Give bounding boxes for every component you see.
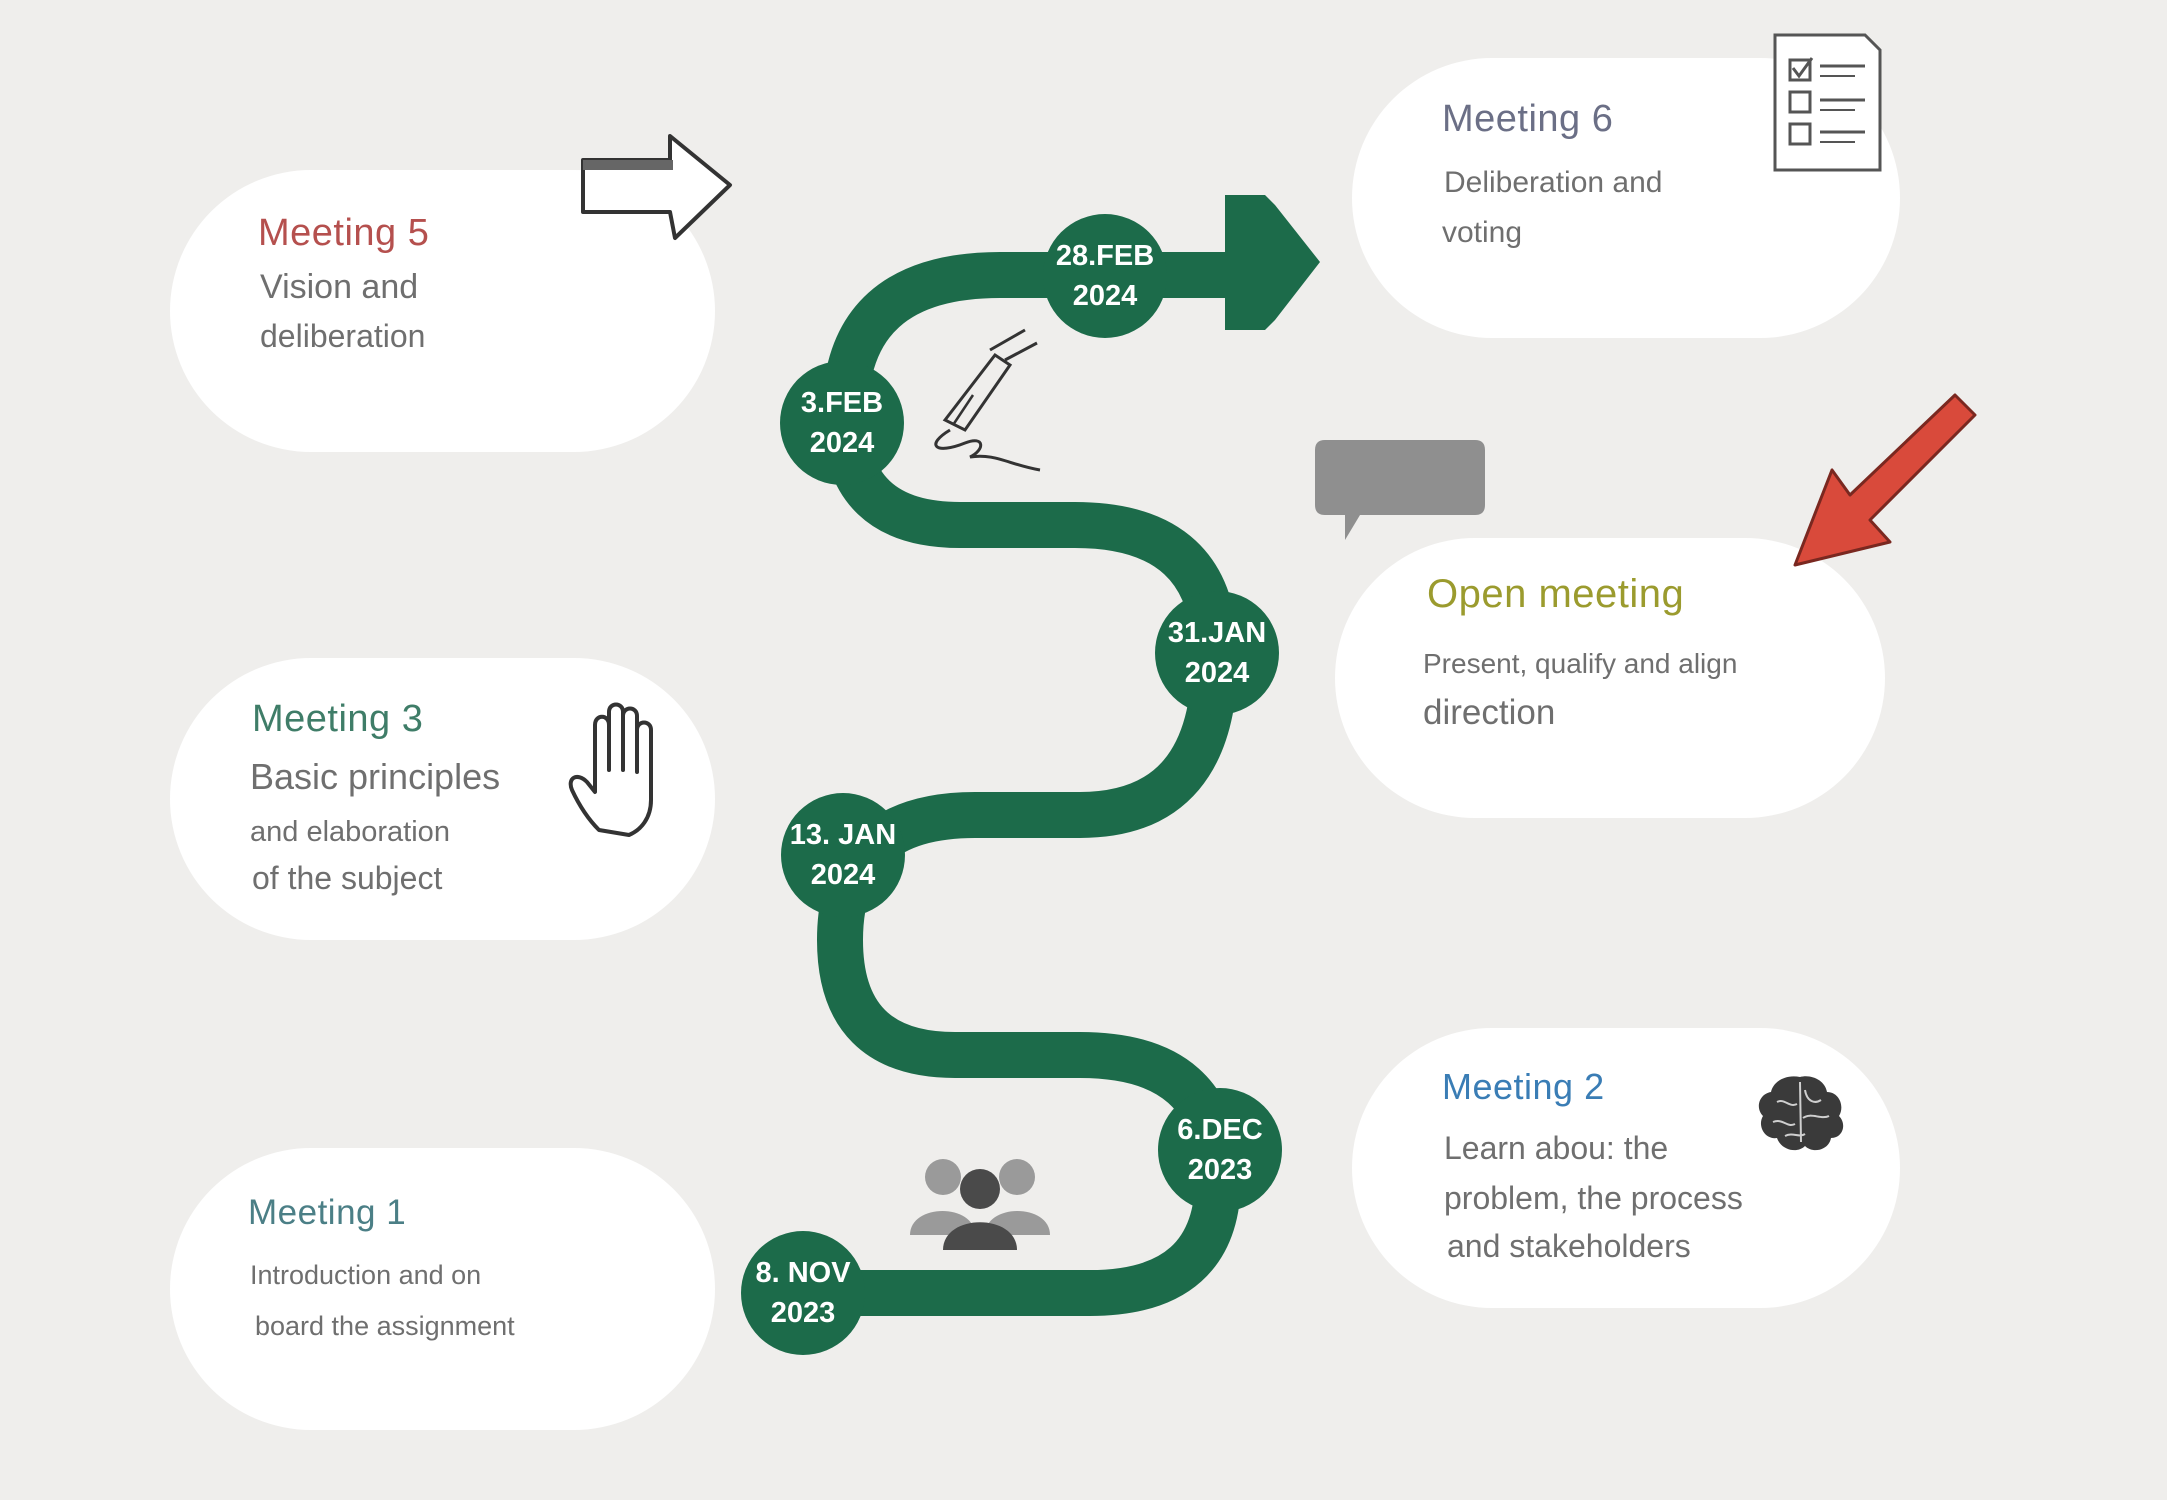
hand-icon — [568, 702, 653, 837]
open-meeting-card: Open meeting Present, qualify and align … — [1335, 538, 1885, 818]
meeting5-line: Vision and — [260, 268, 419, 306]
milestone-label: 28.FEB 2024 — [1055, 240, 1155, 312]
meeting1-line: Introduction and on — [250, 1260, 482, 1290]
meeting2-card: Meeting 2 Learn abou: the problem, the p… — [1352, 1028, 1900, 1308]
milestone-circle — [781, 793, 905, 917]
meeting3-title: Meeting 3 — [252, 698, 424, 740]
milestone-circle — [741, 1231, 865, 1355]
brain-icon — [1758, 1076, 1844, 1151]
meeting3-line: Basic principles — [250, 756, 501, 797]
milestone-label: 6.DEC 2023 — [1177, 1114, 1263, 1186]
open-meeting-title: Open meeting — [1427, 572, 1685, 616]
meeting3-line: of the subject — [252, 860, 443, 896]
meeting3-line: and elaboration — [250, 816, 450, 848]
milestone-label: 31.JAN 2024 — [1167, 617, 1267, 689]
milestone-circle — [1155, 591, 1279, 715]
milestone-label: 8. NOV 2023 — [755, 1257, 851, 1329]
meeting2-line: Learn abou: the — [1444, 1130, 1669, 1166]
arrow-outline-icon — [581, 134, 732, 240]
meeting2-title: Meeting 2 — [1442, 1066, 1605, 1107]
milestone-label: 3.FEB 2024 — [800, 387, 884, 459]
meeting6-line: Deliberation and — [1444, 166, 1663, 199]
people-group-icon — [910, 1159, 1050, 1250]
milestone-circle — [780, 361, 904, 485]
meeting6-title: Meeting 6 — [1442, 98, 1614, 140]
meeting5-title: Meeting 5 — [258, 212, 430, 254]
red-pointer-arrow — [1793, 393, 1977, 567]
milestone-label: 13. JAN 2024 — [789, 819, 897, 891]
meeting1-title: Meeting 1 — [248, 1193, 407, 1232]
milestone-circle — [1158, 1088, 1282, 1212]
checklist-icon — [1773, 33, 1882, 172]
meeting6-line: voting — [1442, 216, 1523, 249]
meeting2-line: problem, the process — [1444, 1180, 1743, 1216]
meeting5-line: deliberation — [260, 318, 426, 354]
open-meeting-line: direction — [1423, 693, 1556, 732]
timeline-end-arrowhead — [1225, 175, 1320, 350]
speech-bubble-icon — [1315, 440, 1485, 540]
meeting2-line: and stakeholders — [1447, 1228, 1691, 1264]
meeting1-line: board the assignment — [255, 1311, 515, 1341]
fountain-pen-icon — [934, 328, 1041, 472]
meeting5-card: Meeting 5 Vision and deliberation — [170, 170, 715, 452]
meeting1-card: Meeting 1 Introduction and on board the … — [170, 1148, 715, 1430]
open-meeting-line: Present, qualify and align — [1423, 648, 1738, 679]
milestone-circle — [1043, 214, 1167, 338]
